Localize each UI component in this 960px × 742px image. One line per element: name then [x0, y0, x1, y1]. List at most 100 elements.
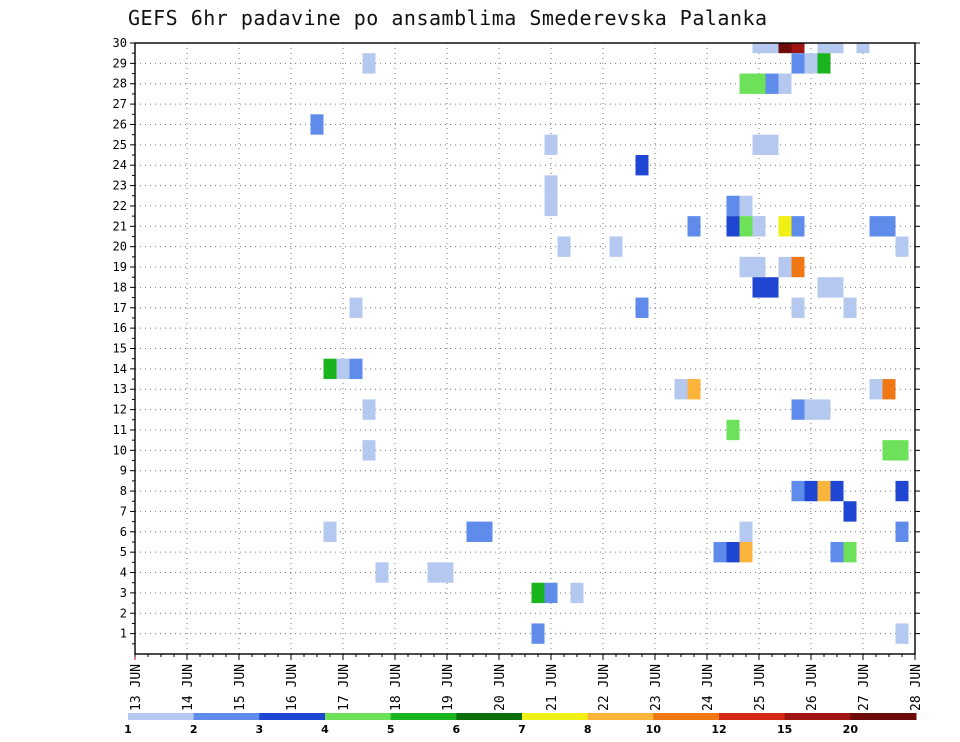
colorbar-swatch: [390, 713, 457, 720]
y-tick-label: 8: [120, 484, 127, 498]
colorbar-label: 6: [453, 723, 461, 736]
x-tick-label: 15 JUN: [233, 664, 248, 711]
data-cell: [726, 216, 740, 237]
data-cell: [882, 216, 896, 237]
y-tick-label: 12: [113, 403, 127, 417]
chart-title: GEFS 6hr padavine po ansamblima Smederev…: [128, 6, 768, 30]
data-cell: [830, 480, 844, 502]
data-cell: [882, 379, 896, 400]
data-cell: [765, 277, 779, 298]
data-cell: [310, 114, 324, 135]
data-cell: [674, 379, 688, 400]
data-cell: [739, 216, 753, 237]
data-cell: [856, 43, 870, 54]
data-cell: [791, 53, 805, 74]
data-cell: [752, 277, 766, 298]
colorbar-swatch: [259, 713, 326, 720]
data-cell: [895, 440, 909, 461]
data-cell: [843, 541, 857, 563]
colorbar-swatch: [784, 713, 851, 720]
colorbar-label: 7: [518, 723, 526, 736]
x-tick-label: 17 JUN: [337, 664, 352, 711]
y-tick-label: 4: [120, 566, 127, 580]
colorbar-label: 5: [387, 723, 395, 736]
colorbar-label: 20: [843, 723, 859, 736]
data-cell: [804, 399, 818, 420]
colorbar-label: 2: [190, 723, 198, 736]
colorbar-label: 3: [256, 723, 264, 736]
y-tick-label: 29: [113, 56, 127, 70]
y-tick-label: 3: [120, 586, 127, 600]
y-tick-label: 20: [113, 240, 127, 254]
data-cell: [362, 53, 376, 74]
data-cell: [531, 623, 545, 644]
y-tick-label: 5: [120, 545, 127, 559]
data-cell: [817, 399, 831, 420]
colorbar-label: 8: [584, 723, 592, 736]
x-tick-label: 24 JUN: [701, 664, 716, 711]
y-tick-label: 6: [120, 525, 127, 539]
data-cell: [323, 521, 337, 542]
data-cell: [843, 501, 857, 522]
data-cell: [817, 53, 831, 74]
data-cell: [635, 155, 649, 176]
x-tick-label: 20 JUN: [493, 664, 508, 711]
colorbar-swatch: [193, 713, 260, 720]
data-cell: [830, 43, 844, 54]
data-cell: [895, 480, 909, 502]
x-tick-label: 14 JUN: [181, 664, 196, 711]
data-cell: [882, 440, 896, 461]
data-cell: [895, 623, 909, 644]
data-cell: [323, 358, 337, 380]
data-cell: [791, 43, 805, 54]
y-tick-label: 17: [113, 301, 127, 315]
data-cell: [739, 521, 753, 542]
data-cell: [804, 53, 818, 74]
colorbar-swatch: [522, 713, 589, 720]
data-cell: [778, 43, 792, 54]
y-tick-label: 28: [113, 77, 127, 91]
y-tick-label: 15: [113, 342, 127, 356]
y-tick-label: 18: [113, 280, 127, 294]
data-cell: [739, 256, 753, 278]
colorbar-swatch: [719, 713, 786, 720]
x-tick-label: 21 JUN: [545, 664, 560, 711]
colorbar-label: 10: [646, 723, 662, 736]
x-tick-label: 28 JUN: [909, 664, 924, 711]
data-cell: [869, 216, 883, 237]
y-tick-label: 9: [120, 464, 127, 478]
data-cell: [531, 582, 545, 604]
y-tick-label: 14: [113, 362, 127, 376]
data-cell: [739, 73, 753, 94]
colorbar-label: 1: [124, 723, 132, 736]
data-cell: [804, 480, 818, 502]
data-cell: [895, 521, 909, 542]
y-tick-label: 22: [113, 199, 127, 213]
y-tick-label: 10: [113, 443, 127, 457]
data-cell: [869, 379, 883, 400]
data-cell: [466, 521, 480, 542]
y-tick-label: 26: [113, 117, 127, 131]
data-cell: [739, 541, 753, 563]
colorbar-swatch: [325, 713, 392, 720]
x-tick-label: 19 JUN: [441, 664, 456, 711]
data-cell: [440, 562, 454, 583]
data-cell: [362, 399, 376, 420]
data-cell: [349, 297, 363, 318]
y-tick-label: 1: [120, 627, 127, 641]
data-cell: [765, 134, 779, 156]
data-cell: [817, 43, 831, 54]
data-cell: [362, 440, 376, 461]
x-tick-label: 25 JUN: [753, 664, 768, 711]
colorbar-label: 15: [777, 723, 792, 736]
colorbar-swatch: [128, 713, 195, 720]
y-tick-label: 7: [120, 504, 127, 518]
x-tick-label: 23 JUN: [649, 664, 664, 711]
x-tick-label: 16 JUN: [285, 664, 300, 711]
data-cell: [687, 216, 701, 237]
y-tick-label: 27: [113, 97, 127, 111]
y-tick-label: 30: [113, 36, 127, 50]
data-cell: [752, 256, 766, 278]
x-tick-label: 26 JUN: [805, 664, 820, 711]
